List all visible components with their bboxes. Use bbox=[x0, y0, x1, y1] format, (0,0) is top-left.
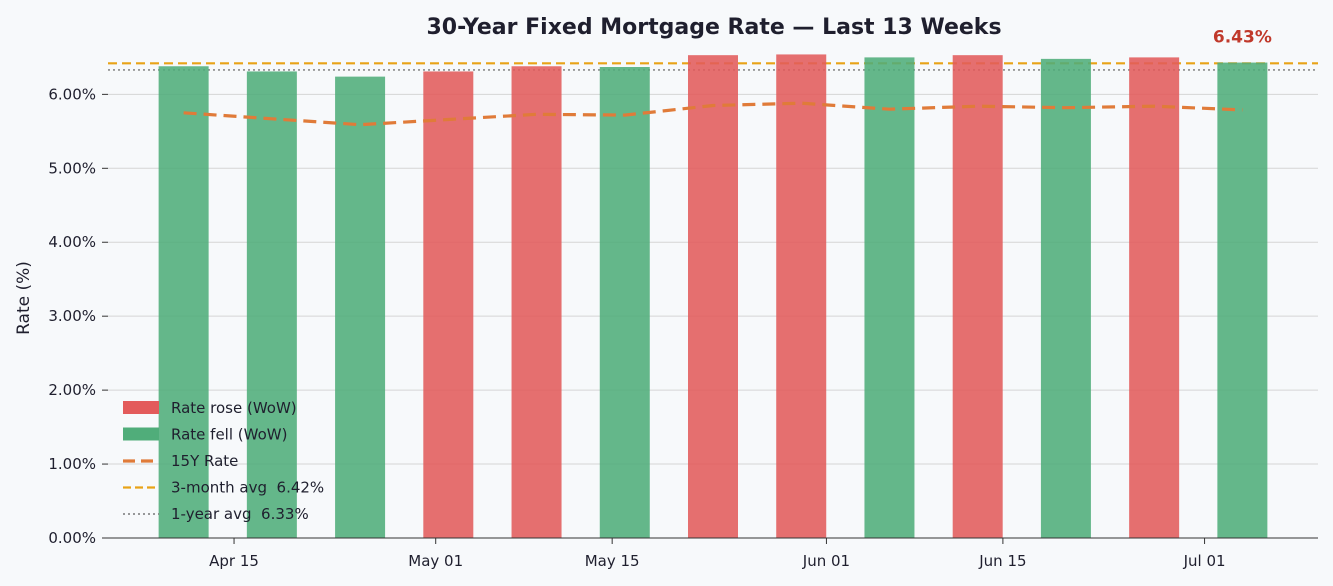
axes: 0.00% 1.00% 2.00% 3.00% 4.00% 5.00% 6.00% Apr 1… bbox=[48, 85, 1318, 570]
bar-30y-rate bbox=[423, 71, 474, 539]
y-tick-label: 0.00% bbox=[48, 529, 96, 547]
y-tick-label: 2.00% bbox=[48, 381, 96, 399]
bar-30y-rate bbox=[952, 55, 1003, 539]
bar-30y-rate bbox=[335, 76, 386, 539]
legend-swatch-rose bbox=[123, 401, 159, 414]
annotations: 6.43% bbox=[1213, 28, 1272, 48]
bars bbox=[158, 54, 1268, 539]
x-tick-label: May 01 bbox=[408, 552, 463, 570]
last-bar-value-callout: 6.43% bbox=[1213, 28, 1272, 48]
y-tick-label: 1.00% bbox=[48, 455, 96, 473]
legend-swatch-fell bbox=[123, 427, 159, 441]
line-15y bbox=[183, 101, 1243, 127]
legend[interactable]: Rate rose (WoW) Rate fell (WoW) 15Y Rate 3-… bbox=[123, 399, 324, 523]
y-tick-label: 4.00% bbox=[48, 233, 96, 251]
y-axis-label: Rate (%) bbox=[14, 261, 34, 335]
legend-entry-label: Rate rose (WoW) bbox=[171, 399, 297, 417]
bar-30y-rate bbox=[158, 66, 209, 539]
bar-30y-rate bbox=[246, 71, 297, 539]
x-tick-label: May 15 bbox=[585, 552, 640, 570]
series-line-15y-rate bbox=[183, 101, 1243, 127]
y-tick-label: 5.00% bbox=[48, 159, 96, 177]
bar-30y-rate bbox=[776, 54, 827, 538]
y-tick-label: 3.00% bbox=[48, 307, 96, 325]
bar-30y-rate bbox=[864, 57, 915, 538]
x-tick-label: Jul 01 bbox=[1183, 552, 1226, 570]
bar-30y-rate bbox=[1129, 57, 1180, 538]
bar-30y-rate bbox=[599, 67, 650, 539]
legend-entry-label: Rate fell (WoW) bbox=[171, 426, 287, 444]
x-tick-label: Apr 15 bbox=[209, 552, 259, 570]
bar-30y-rate bbox=[511, 66, 562, 539]
legend-entry-label: 15Y Rate bbox=[171, 452, 238, 470]
legend-entry-label: 1-year avg 6.33% bbox=[171, 505, 309, 523]
bar-30y-rate bbox=[1217, 62, 1268, 538]
bar-30y-rate bbox=[688, 55, 738, 539]
chart-title: 30-Year Fixed Mortgage Rate — Last 13 We… bbox=[426, 15, 1001, 40]
bar-30y-rate bbox=[1040, 58, 1091, 538]
x-tick-label: Jun 15 bbox=[978, 552, 1026, 570]
x-tick-label: Jun 01 bbox=[802, 552, 850, 570]
y-tick-label: 6.00% bbox=[48, 85, 96, 103]
legend-entry-label: 3-month avg 6.42% bbox=[171, 479, 324, 497]
